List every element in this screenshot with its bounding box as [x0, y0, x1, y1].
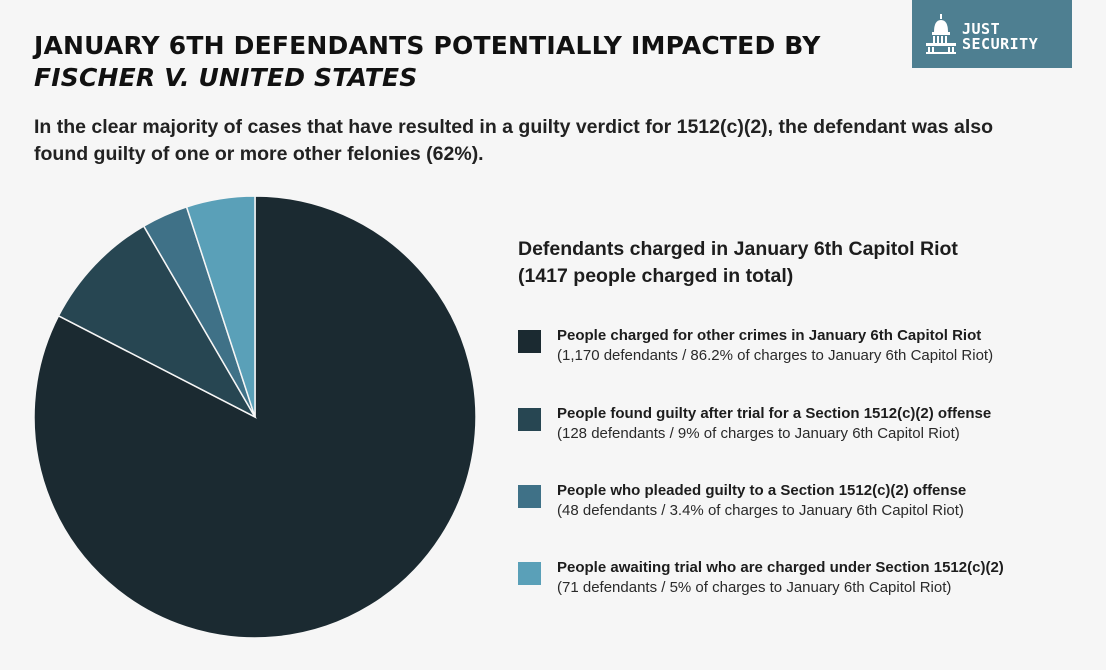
legend-label: People charged for other crimes in Janua… — [557, 327, 982, 344]
legend-item-pleaded-guilty: People who pleaded guilty to a Section 1… — [518, 481, 1078, 525]
title-line2: FISCHER V. UNITED STATES — [34, 63, 418, 92]
title-line1: JANUARY 6TH DEFENDANTS POTENTIALLY IMPAC… — [34, 31, 821, 60]
pie-slice-1 — [57, 225, 257, 419]
legend-detail: (1,170 defendants / 86.2% of charges to … — [557, 347, 994, 364]
logo-line1: JUST — [962, 20, 1001, 38]
chart-title: JANUARY 6TH DEFENDANTS POTENTIALLY IMPAC… — [34, 30, 894, 94]
legend-item-other-crimes: People charged for other crimes in Janua… — [518, 326, 1078, 370]
chart-subtitle: In the clear majority of cases that have… — [34, 116, 994, 165]
legend-label: People who pleaded guilty to a Section 1… — [557, 482, 967, 499]
legend-title-line2: (1417 people charged in total) — [518, 265, 794, 287]
pie-chart — [33, 195, 477, 639]
legend-detail: (71 defendants / 5% of charges to Januar… — [557, 579, 952, 596]
legend-title: Defendants charged in January 6th Capito… — [518, 236, 1038, 290]
capitol-dome-icon — [926, 14, 956, 54]
legend-item-awaiting-trial: People awaiting trial who are charged un… — [518, 558, 1078, 602]
legend-item-guilty-after-trial: People found guilty after trial for a Se… — [518, 404, 1078, 448]
legend-title-line1: Defendants charged in January 6th Capito… — [518, 238, 958, 260]
legend-swatch — [518, 330, 541, 353]
legend-label: People found guilty after trial for a Se… — [557, 405, 992, 422]
legend-detail: (48 defendants / 3.4% of charges to Janu… — [557, 502, 964, 519]
logo-text: JUST SECURITY — [962, 22, 1038, 52]
legend-swatch — [518, 562, 541, 585]
pie-slice-3 — [185, 195, 256, 418]
logo-line2: SECURITY — [962, 35, 1039, 53]
legend-swatch — [518, 485, 541, 508]
just-security-logo: JUST SECURITY — [912, 0, 1072, 68]
legend-detail: (128 defendants / 9% of charges to Janua… — [557, 425, 960, 442]
legend-label: People awaiting trial who are charged un… — [557, 559, 1004, 576]
legend-swatch — [518, 408, 541, 431]
